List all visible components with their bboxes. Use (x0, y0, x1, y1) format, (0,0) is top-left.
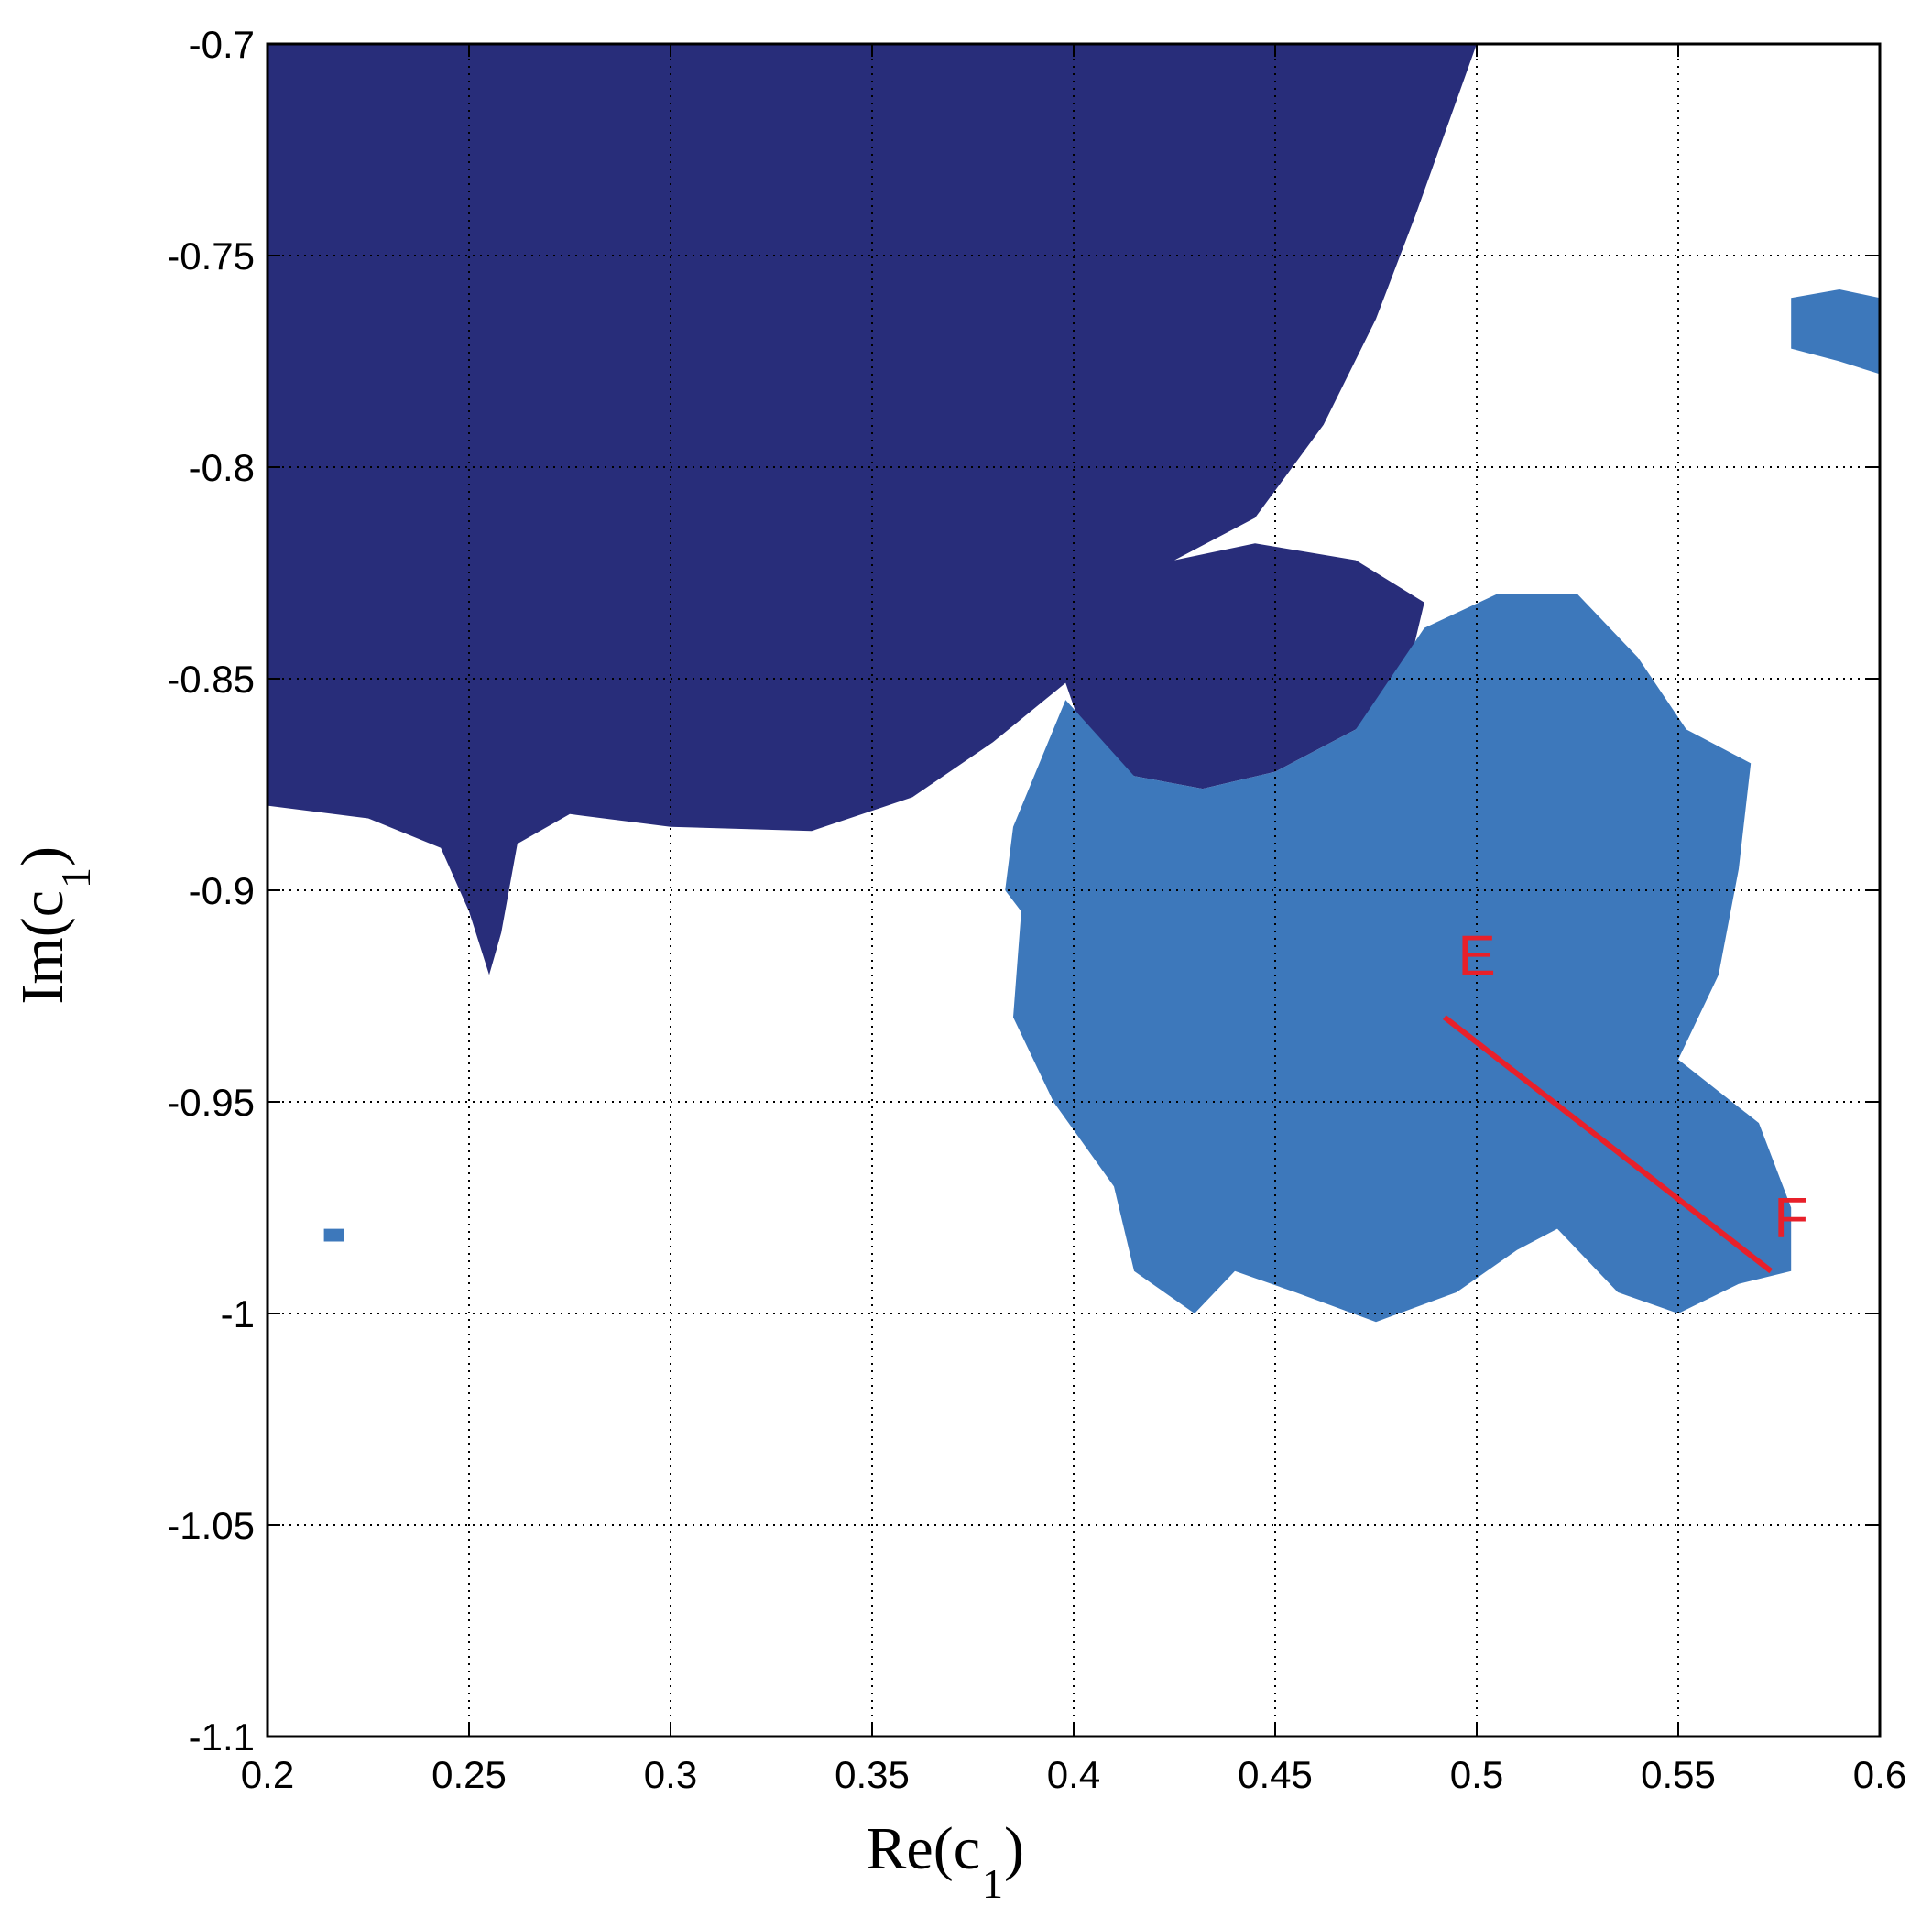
y-tick-label: -0.95 (167, 1081, 255, 1124)
region-light-right-blob (1791, 289, 1880, 375)
x-tick-label: 0.3 (644, 1753, 697, 1796)
y-tick-label: -0.8 (189, 446, 255, 489)
y-tick-label: -1.05 (167, 1504, 255, 1547)
x-tick-label: 0.35 (835, 1753, 910, 1796)
y-tick-label: -0.75 (167, 234, 255, 278)
x-axis-title-close: ) (1004, 1815, 1024, 1882)
x-tick-label: 0.25 (431, 1753, 507, 1796)
y-tick-label: -0.9 (189, 869, 255, 912)
x-axis-title-sub: 1 (982, 1860, 1003, 1907)
x-tick-label: 0.5 (1450, 1753, 1503, 1796)
y-axis-title-sub: 1 (52, 867, 99, 888)
y-axis-title-close: ) (9, 846, 76, 866)
region-dark (267, 44, 1477, 975)
fractal-regions (267, 44, 1880, 1323)
x-tick-label: 0.6 (1853, 1753, 1906, 1796)
y-axis-title: Im(c (9, 890, 76, 1005)
segment-EF (1442, 1015, 1774, 1274)
y-tick-label: -0.7 (189, 23, 255, 66)
y-tick-label: -0.85 (167, 658, 255, 701)
x-axis-title: Re(c (866, 1815, 980, 1882)
y-tick-label: -1 (221, 1292, 255, 1335)
grid-lines (267, 44, 1880, 1737)
ticks: 0.2 0.25 0.3 0.35 0.4 0.45 0.5 0.55 0.6 -0.7 -0.75… (167, 23, 1906, 1796)
annotation-E: E (1457, 924, 1495, 987)
region-light-main (1005, 594, 1792, 1323)
annotation-F: F (1774, 1187, 1808, 1250)
region-light-small-dot (323, 1228, 344, 1242)
segment-layer: EF (1442, 924, 1808, 1274)
x-tick-label: 0.45 (1238, 1753, 1313, 1796)
x-tick-label: 0.2 (241, 1753, 294, 1796)
x-tick-label: 0.4 (1047, 1753, 1100, 1796)
x-tick-label: 0.55 (1641, 1753, 1716, 1796)
y-tick-label: -1.1 (189, 1716, 255, 1759)
